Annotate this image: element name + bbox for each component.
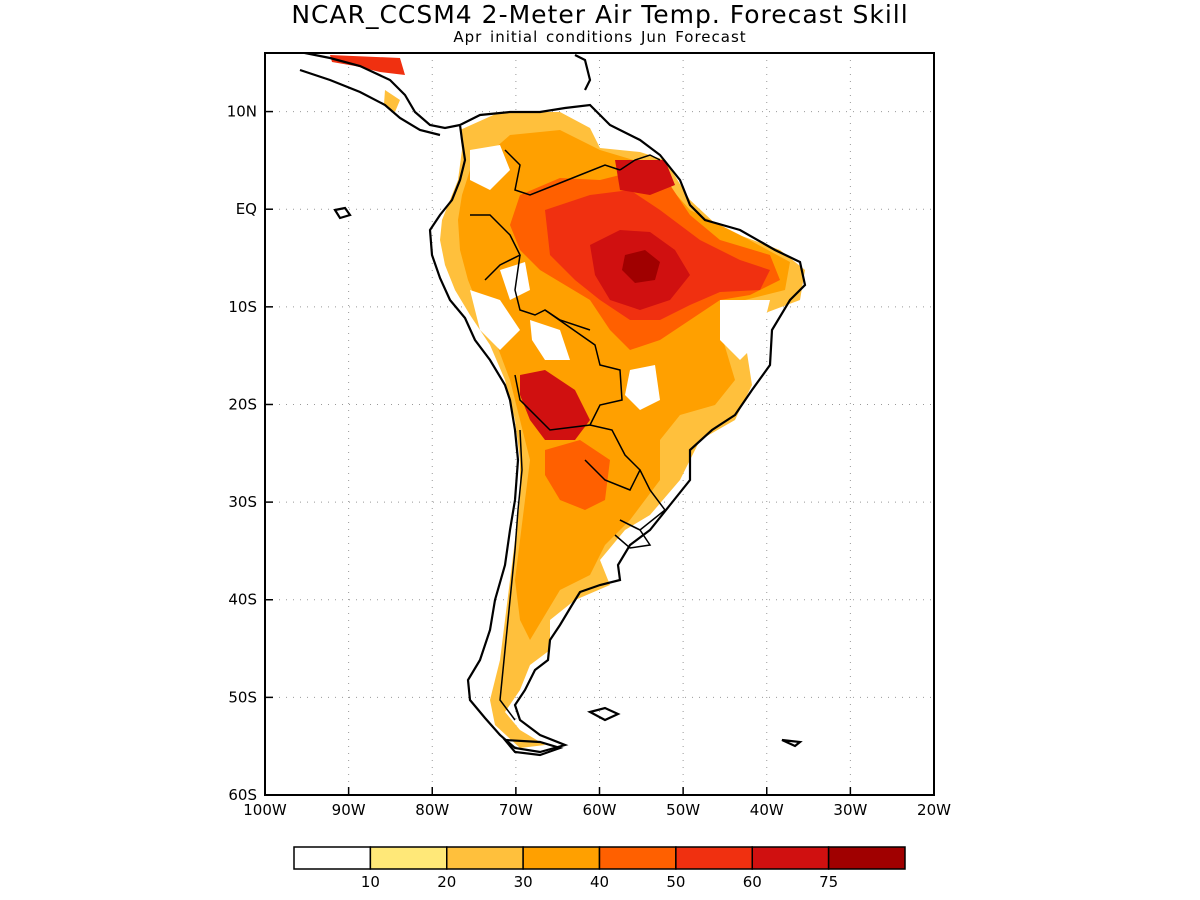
colorbar-label: 50 — [666, 873, 685, 891]
skill-area-bolivia — [520, 370, 590, 440]
tick-label-lon: 60W — [583, 801, 617, 819]
skill-area-amazon-core — [622, 250, 660, 283]
skill-area-central-america-2 — [384, 90, 400, 112]
tick-label-lon: 70W — [499, 801, 533, 819]
border-guyanas — [619, 154, 661, 171]
skill-hole-ne-brazil — [720, 300, 770, 360]
coastline-central-america — [299, 53, 461, 130]
tick-label-lat: 50S — [228, 688, 257, 706]
skill-hole-venezuela — [470, 145, 510, 190]
border-colombia-venezuela — [504, 149, 556, 196]
map-title: NCAR_CCSM4 2-Meter Air Temp. Forecast Sk… — [291, 0, 909, 29]
border-colombia-peru — [470, 214, 522, 281]
colorbar-swatch — [751, 846, 830, 870]
skill-shading — [330, 55, 805, 748]
colorbar-label: 60 — [743, 873, 762, 891]
colorbar-swatch — [827, 846, 906, 870]
tick-label-lat: 20S — [228, 395, 257, 413]
tick-label-lat: 10N — [227, 103, 257, 121]
tick-label-lon: 90W — [332, 801, 366, 819]
colorbar-swatch — [369, 846, 448, 870]
colorbar-label: 40 — [590, 873, 609, 891]
coastline-south-america — [428, 103, 807, 754]
skill-area-central-america — [330, 55, 405, 75]
colorbar-label: 20 — [437, 873, 456, 891]
skill-hole-central-brazil — [625, 365, 660, 410]
tick-label-lon: 20W — [917, 801, 951, 819]
border-bolivia — [514, 309, 623, 431]
colorbar-swatch — [293, 846, 372, 870]
map-subtitle: Apr initial conditions Jun Forecast — [453, 28, 747, 46]
colorbar: 10 20 30 40 50 60 75 — [293, 846, 906, 891]
border-venezuela-brazil — [554, 164, 621, 186]
map-axes: 100W 90W 80W 70W 60W 50W 40W 30W 20W 10N EQ 10S 20S 3… — [227, 103, 951, 819]
tick-label-lat: 10S — [228, 298, 257, 316]
coastline-caribbean-islands — [574, 54, 592, 91]
skill-hole-peru — [470, 290, 520, 350]
skill-area-argentina — [545, 440, 610, 510]
colorbar-swatch — [675, 846, 753, 870]
country-borders — [470, 149, 667, 721]
skill-area-guiana — [615, 160, 675, 195]
coastline-falklands — [587, 706, 621, 722]
colorbar-label: 30 — [514, 873, 533, 891]
colorbar-swatch — [522, 846, 601, 870]
colorbar-label: 75 — [819, 873, 838, 891]
coastline-galapagos — [333, 206, 352, 220]
border-chile-argentina — [499, 429, 523, 721]
coastline-south-georgia — [781, 738, 803, 748]
tick-label-lat: 40S — [228, 591, 257, 609]
tick-label-lon: 30W — [833, 801, 867, 819]
tick-label-lat: 60S — [228, 786, 257, 804]
tick-label-lon: 80W — [415, 801, 449, 819]
coastline-central-america-south — [299, 68, 441, 137]
tick-label-lat: 30S — [228, 493, 257, 511]
colorbar-swatch — [446, 846, 524, 870]
colorbar-swatch — [598, 846, 677, 870]
tick-label-lon: 40W — [750, 801, 784, 819]
coastline-tierra-del-fuego — [502, 738, 564, 757]
tick-label-lat: EQ — [236, 200, 257, 218]
skill-hole-bolivia-w — [530, 320, 570, 360]
coastlines — [299, 53, 807, 757]
tick-label-lon: 50W — [666, 801, 700, 819]
skill-hole-colombia — [500, 262, 530, 300]
border-uruguay — [614, 519, 652, 549]
colorbar-label: 10 — [361, 873, 380, 891]
tick-label-lon: 100W — [243, 801, 287, 819]
